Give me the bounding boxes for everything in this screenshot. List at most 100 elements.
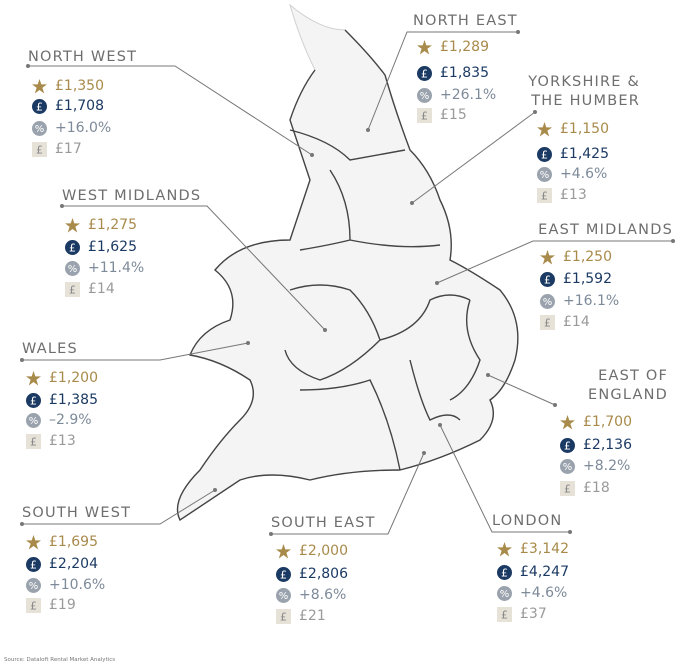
region-name-line: YORKSHIRE & bbox=[528, 74, 640, 90]
percent-icon bbox=[540, 293, 555, 309]
stat-value: +11.4% bbox=[88, 260, 145, 276]
square-glyph: £ bbox=[544, 316, 551, 329]
stat-value: £3,142 bbox=[520, 541, 569, 557]
leader-dot bbox=[366, 128, 370, 132]
percent-glyph: % bbox=[543, 297, 553, 308]
percent-icon-box: % bbox=[560, 458, 575, 474]
stat-row: £ £2,204 bbox=[26, 556, 98, 572]
stat-value: –2.9% bbox=[49, 412, 92, 428]
pound-icon-box: £ bbox=[26, 392, 41, 408]
region-name-line: ENGLAND bbox=[588, 387, 668, 403]
region-name: NORTH WEST bbox=[28, 48, 137, 67]
leader-dot bbox=[568, 530, 572, 534]
stat-value: £1,350 bbox=[55, 78, 104, 94]
square-icon-box: £ bbox=[540, 314, 555, 330]
square-icon-box: £ bbox=[497, 606, 512, 622]
leader-dot bbox=[60, 204, 64, 208]
pound-glyph: £ bbox=[421, 67, 428, 80]
stat-value: +8.6% bbox=[299, 587, 347, 603]
stat-value: £4,247 bbox=[520, 564, 569, 580]
pound-icon-box: £ bbox=[497, 564, 512, 580]
square-icon bbox=[560, 480, 575, 496]
square-icon-box: £ bbox=[276, 608, 291, 624]
stat-value: £1,835 bbox=[440, 65, 489, 81]
percent-icon bbox=[276, 587, 291, 603]
region-name: EAST MIDLANDS bbox=[538, 221, 673, 240]
square-glyph: £ bbox=[421, 109, 428, 122]
square-icon bbox=[65, 281, 80, 297]
leader-line bbox=[22, 489, 216, 525]
region-name: NORTH EAST bbox=[413, 12, 518, 31]
square-glyph: £ bbox=[36, 143, 43, 156]
stat-row: % +26.1% bbox=[417, 87, 496, 103]
stat-row: £1,150 bbox=[537, 121, 609, 137]
stat-row: £1,350 bbox=[32, 78, 104, 94]
stat-value: +16.1% bbox=[563, 293, 620, 309]
stat-row: £ £37 bbox=[497, 606, 547, 622]
pound-glyph: £ bbox=[544, 273, 551, 286]
percent-icon bbox=[32, 120, 47, 136]
stat-value: £1,625 bbox=[88, 239, 137, 255]
region-name-line: LONDON bbox=[492, 513, 563, 529]
stat-value: £1,289 bbox=[440, 39, 489, 55]
region-name-line: EAST OF bbox=[598, 368, 668, 384]
stat-row: £1,289 bbox=[417, 39, 489, 55]
star-icon-box bbox=[65, 217, 80, 232]
pound-icon bbox=[276, 566, 291, 582]
leader-dot bbox=[422, 451, 426, 455]
stat-value: +10.6% bbox=[49, 577, 106, 593]
stat-row: £ £15 bbox=[417, 107, 467, 123]
region-name: WALES bbox=[22, 340, 78, 359]
pound-glyph: £ bbox=[564, 439, 571, 452]
star-icon-box bbox=[26, 534, 41, 549]
leader-dot bbox=[435, 281, 439, 285]
leader-line bbox=[411, 111, 536, 204]
percent-icon bbox=[26, 412, 41, 428]
stat-value: £1,385 bbox=[49, 392, 98, 408]
leader-line bbox=[487, 374, 556, 406]
stat-row: £ £1,708 bbox=[32, 98, 104, 114]
star-icon bbox=[26, 370, 41, 385]
square-icon-box: £ bbox=[560, 480, 575, 496]
square-glyph: £ bbox=[69, 283, 76, 296]
star-icon-box bbox=[560, 414, 575, 429]
percent-icon-box: % bbox=[417, 87, 432, 103]
leader-dot bbox=[553, 403, 557, 407]
stat-row: £1,200 bbox=[26, 370, 98, 386]
stat-row: % –2.9% bbox=[26, 412, 92, 428]
percent-glyph: % bbox=[68, 264, 78, 275]
percent-icon-box: % bbox=[65, 260, 80, 276]
stat-row: £ £1,425 bbox=[537, 146, 609, 162]
pound-icon bbox=[537, 146, 552, 162]
stat-value: £13 bbox=[49, 433, 76, 449]
stat-row: % +4.6% bbox=[497, 585, 567, 601]
square-icon bbox=[497, 606, 512, 622]
star-icon bbox=[537, 121, 552, 136]
percent-icon bbox=[417, 87, 432, 103]
stat-value: £14 bbox=[563, 314, 590, 330]
leader-dot bbox=[310, 153, 314, 157]
pound-glyph: £ bbox=[280, 568, 287, 581]
pound-icon-box: £ bbox=[537, 146, 552, 162]
stat-row: £ £14 bbox=[65, 281, 115, 297]
percent-icon bbox=[26, 577, 41, 593]
percent-glyph: % bbox=[35, 124, 45, 135]
pound-icon bbox=[26, 556, 41, 572]
pound-icon bbox=[417, 65, 432, 81]
stat-row: £1,275 bbox=[65, 217, 137, 233]
region-name: EAST OF ENGLAND bbox=[588, 367, 668, 405]
star-icon bbox=[32, 78, 47, 93]
square-glyph: £ bbox=[541, 189, 548, 202]
stat-value: £1,700 bbox=[583, 414, 632, 430]
percent-icon bbox=[560, 458, 575, 474]
stat-row: % +10.6% bbox=[26, 577, 105, 593]
square-icon bbox=[540, 314, 555, 330]
leader-dot bbox=[20, 522, 24, 526]
square-icon-box: £ bbox=[65, 281, 80, 297]
square-glyph: £ bbox=[280, 610, 287, 623]
pound-icon-box: £ bbox=[65, 239, 80, 255]
region-name-line: THE HUMBER bbox=[531, 93, 640, 109]
stat-row: £ £1,625 bbox=[65, 239, 137, 255]
stat-row: £ £18 bbox=[560, 480, 610, 496]
